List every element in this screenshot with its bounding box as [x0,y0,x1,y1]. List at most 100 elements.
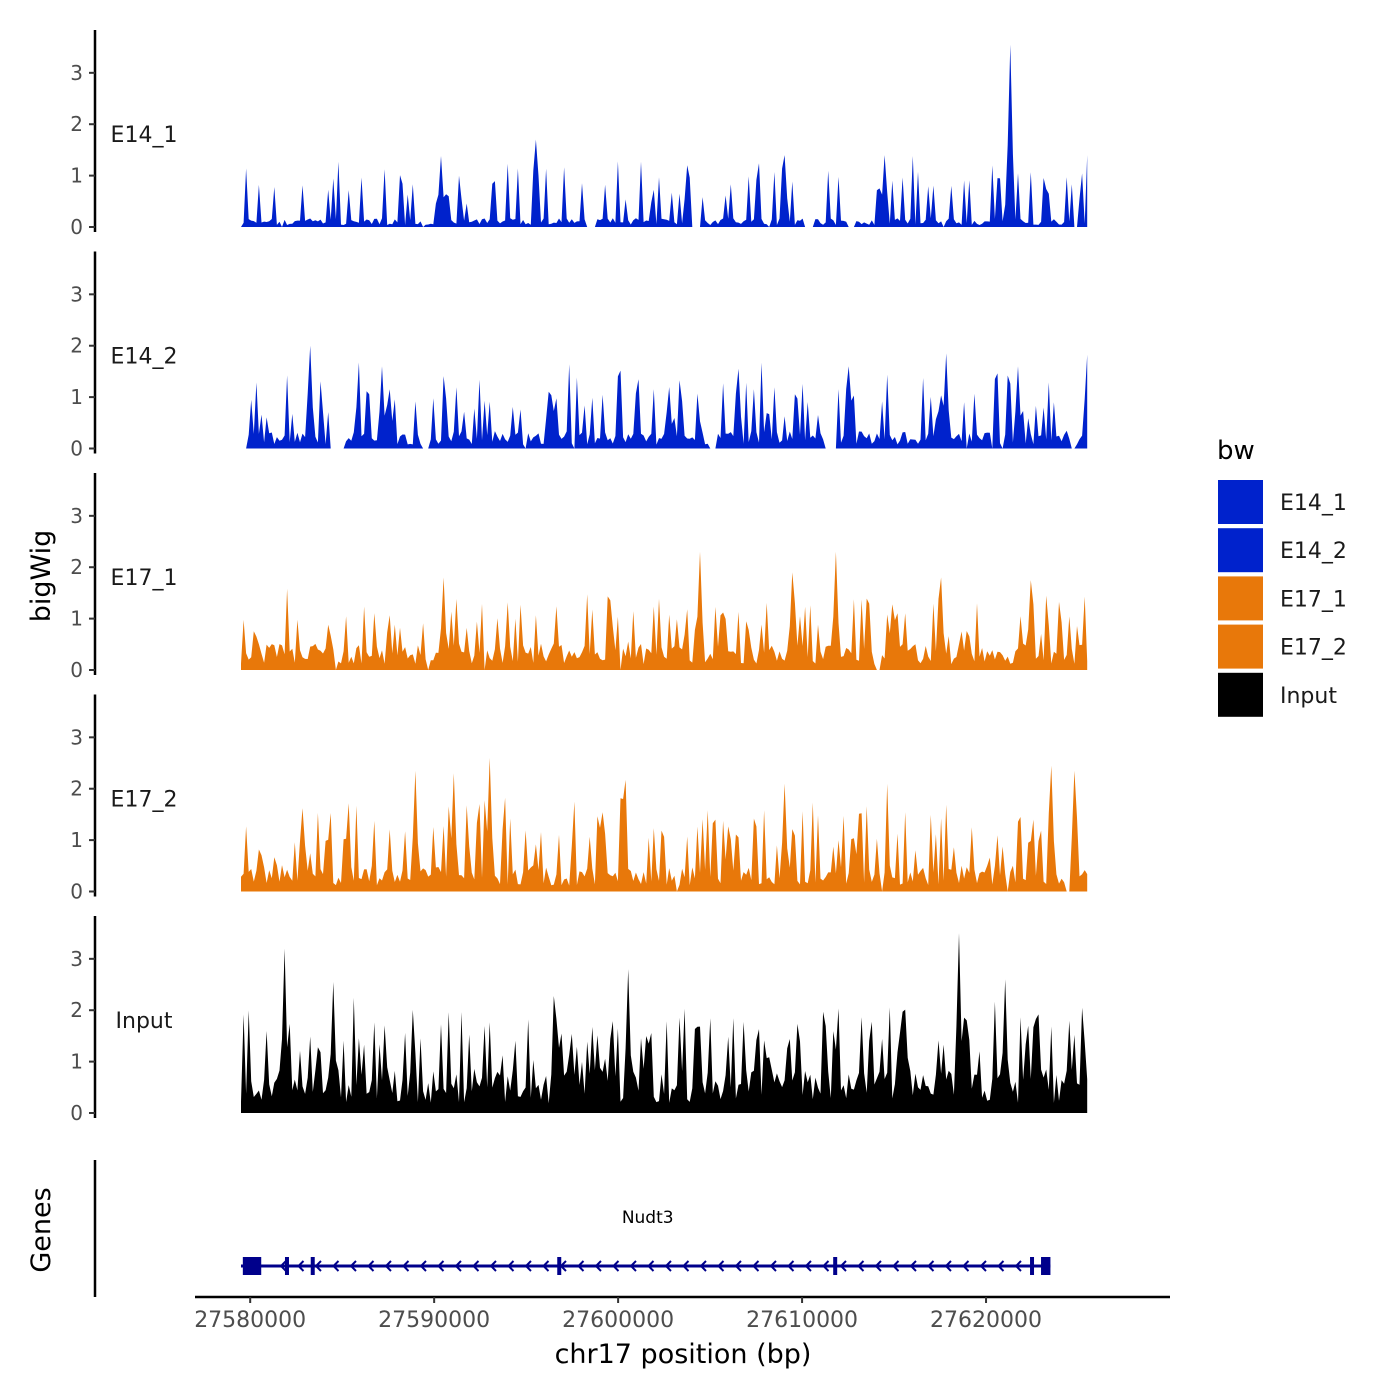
x-tick-label: 27600000 [562,1308,674,1333]
y-tick-label: 1 [70,1050,83,1074]
legend-title: bw [1217,436,1255,466]
gene-exon-mark [1030,1257,1035,1275]
strand-arrow [297,1260,305,1272]
strand-arrow [839,1260,847,1272]
strand-arrow [629,1260,637,1272]
strand-arrow [612,1260,620,1272]
y-tick-label: 2 [70,334,83,358]
genes-panel: Nudt3 [93,1160,1051,1297]
legend-label: E14_2 [1280,539,1347,564]
strand-arrow [577,1260,585,1272]
track-label: Input [116,1009,173,1034]
strand-arrow [419,1260,427,1272]
y-tick-label: 1 [70,607,83,631]
y-tick-label: 3 [70,504,83,528]
legend-swatch [1218,576,1263,621]
track-e14-1: 0 1 2 3 E14_1 [70,30,1088,239]
strand-arrow [437,1260,445,1272]
x-tick-label: 27580000 [194,1308,306,1333]
strand-arrow [314,1260,322,1272]
coverage-area [241,551,1088,670]
y-tick-label: 0 [70,437,83,461]
y-axis-title: bigWig [26,530,57,623]
y-tick-label: 2 [70,777,83,801]
strand-arrow [997,1260,1005,1272]
coverage-area [241,345,1088,449]
gene-exon [1041,1257,1051,1275]
strand-arrow [979,1260,987,1272]
y-tick-label: 1 [70,828,83,852]
legend-label: E14_1 [1280,491,1347,516]
gene-exon [242,1257,262,1275]
strand-arrow [699,1260,707,1272]
track-label: E14_1 [111,123,178,148]
x-tick-label: 27610000 [746,1308,858,1333]
legend-swatch [1218,672,1263,717]
strand-arrow [472,1260,480,1272]
strand-arrow [804,1260,812,1272]
strand-arrow [962,1260,970,1272]
strand-arrow [367,1260,375,1272]
strand-arrow [647,1260,655,1272]
strand-arrow [682,1260,690,1272]
x-axis-title: chr17 position (bp) [555,1339,812,1370]
strand-arrow [454,1260,462,1272]
strand-arrow [332,1260,340,1272]
gene-exon-mark [310,1257,315,1275]
strand-arrow [279,1260,287,1272]
strand-arrow [857,1260,865,1272]
track-label: E14_2 [111,345,178,370]
gene-exon-mark [284,1257,289,1275]
y-tick-label: 3 [70,947,83,971]
track-input: 0 1 2 3 Input [70,916,1088,1125]
track-label: E17_1 [111,566,178,591]
gene-name-label: Nudt3 [622,1208,674,1228]
strand-arrow [384,1260,392,1272]
y-tick-label: 3 [70,61,83,85]
strand-arrow [489,1260,497,1272]
y-tick-label: 1 [70,164,83,188]
bigwig-tracks: 0 1 2 3 E14_1 0 1 2 3 E14_2 0 1 2 3 E17_1 0 1 2 3 E17_2 0 1 2 3… [70,30,1088,1125]
strand-arrow [507,1260,515,1272]
strand-arrow [944,1260,952,1272]
strand-arrow [927,1260,935,1272]
legend-swatch [1218,480,1263,524]
y-tick-label: 2 [70,112,83,136]
y-tick-label: 3 [70,725,83,749]
track-label: E17_2 [111,788,178,813]
legend-label: E17_1 [1280,587,1347,612]
legend: bw E14_1 E14_2 E17_1 E17_2 Input [1217,436,1347,717]
strand-arrow [664,1260,672,1272]
strand-arrow [1014,1260,1022,1272]
track-e17-2: 0 1 2 3 E17_2 [70,694,1088,904]
y-tick-label: 1 [70,385,83,409]
strand-arrow [787,1260,795,1272]
legend-swatch [1218,528,1263,573]
strand-arrow [752,1260,760,1272]
y-tick-label: 0 [70,658,83,682]
y-tick-label: 2 [70,555,83,579]
x-tick-label: 27590000 [378,1308,490,1333]
x-tick-label: 27620000 [930,1308,1042,1333]
strand-arrow [717,1260,725,1272]
y-tick-label: 3 [70,282,83,306]
x-axis: 27580000 27590000 27600000 27610000 27620000 [194,1295,1170,1333]
track-e17-1: 0 1 2 3 E17_1 [70,473,1088,682]
genes-axis-title: Genes [26,1187,57,1272]
strand-arrow [524,1260,532,1272]
strand-arrow [402,1260,410,1272]
gene-exon-mark [1041,1257,1046,1275]
y-tick-label: 2 [70,998,83,1022]
coverage-area [241,757,1088,892]
strand-arrow [874,1260,882,1272]
strand-arrow [349,1260,357,1272]
strand-arrow [594,1260,602,1272]
gene-exon-mark [557,1257,562,1275]
legend-swatch [1218,624,1263,669]
legend-label: Input [1280,684,1337,709]
strand-arrow [542,1260,550,1272]
coverage-area [241,933,1088,1113]
y-tick-label: 0 [70,880,83,904]
strand-arrow [892,1260,900,1272]
